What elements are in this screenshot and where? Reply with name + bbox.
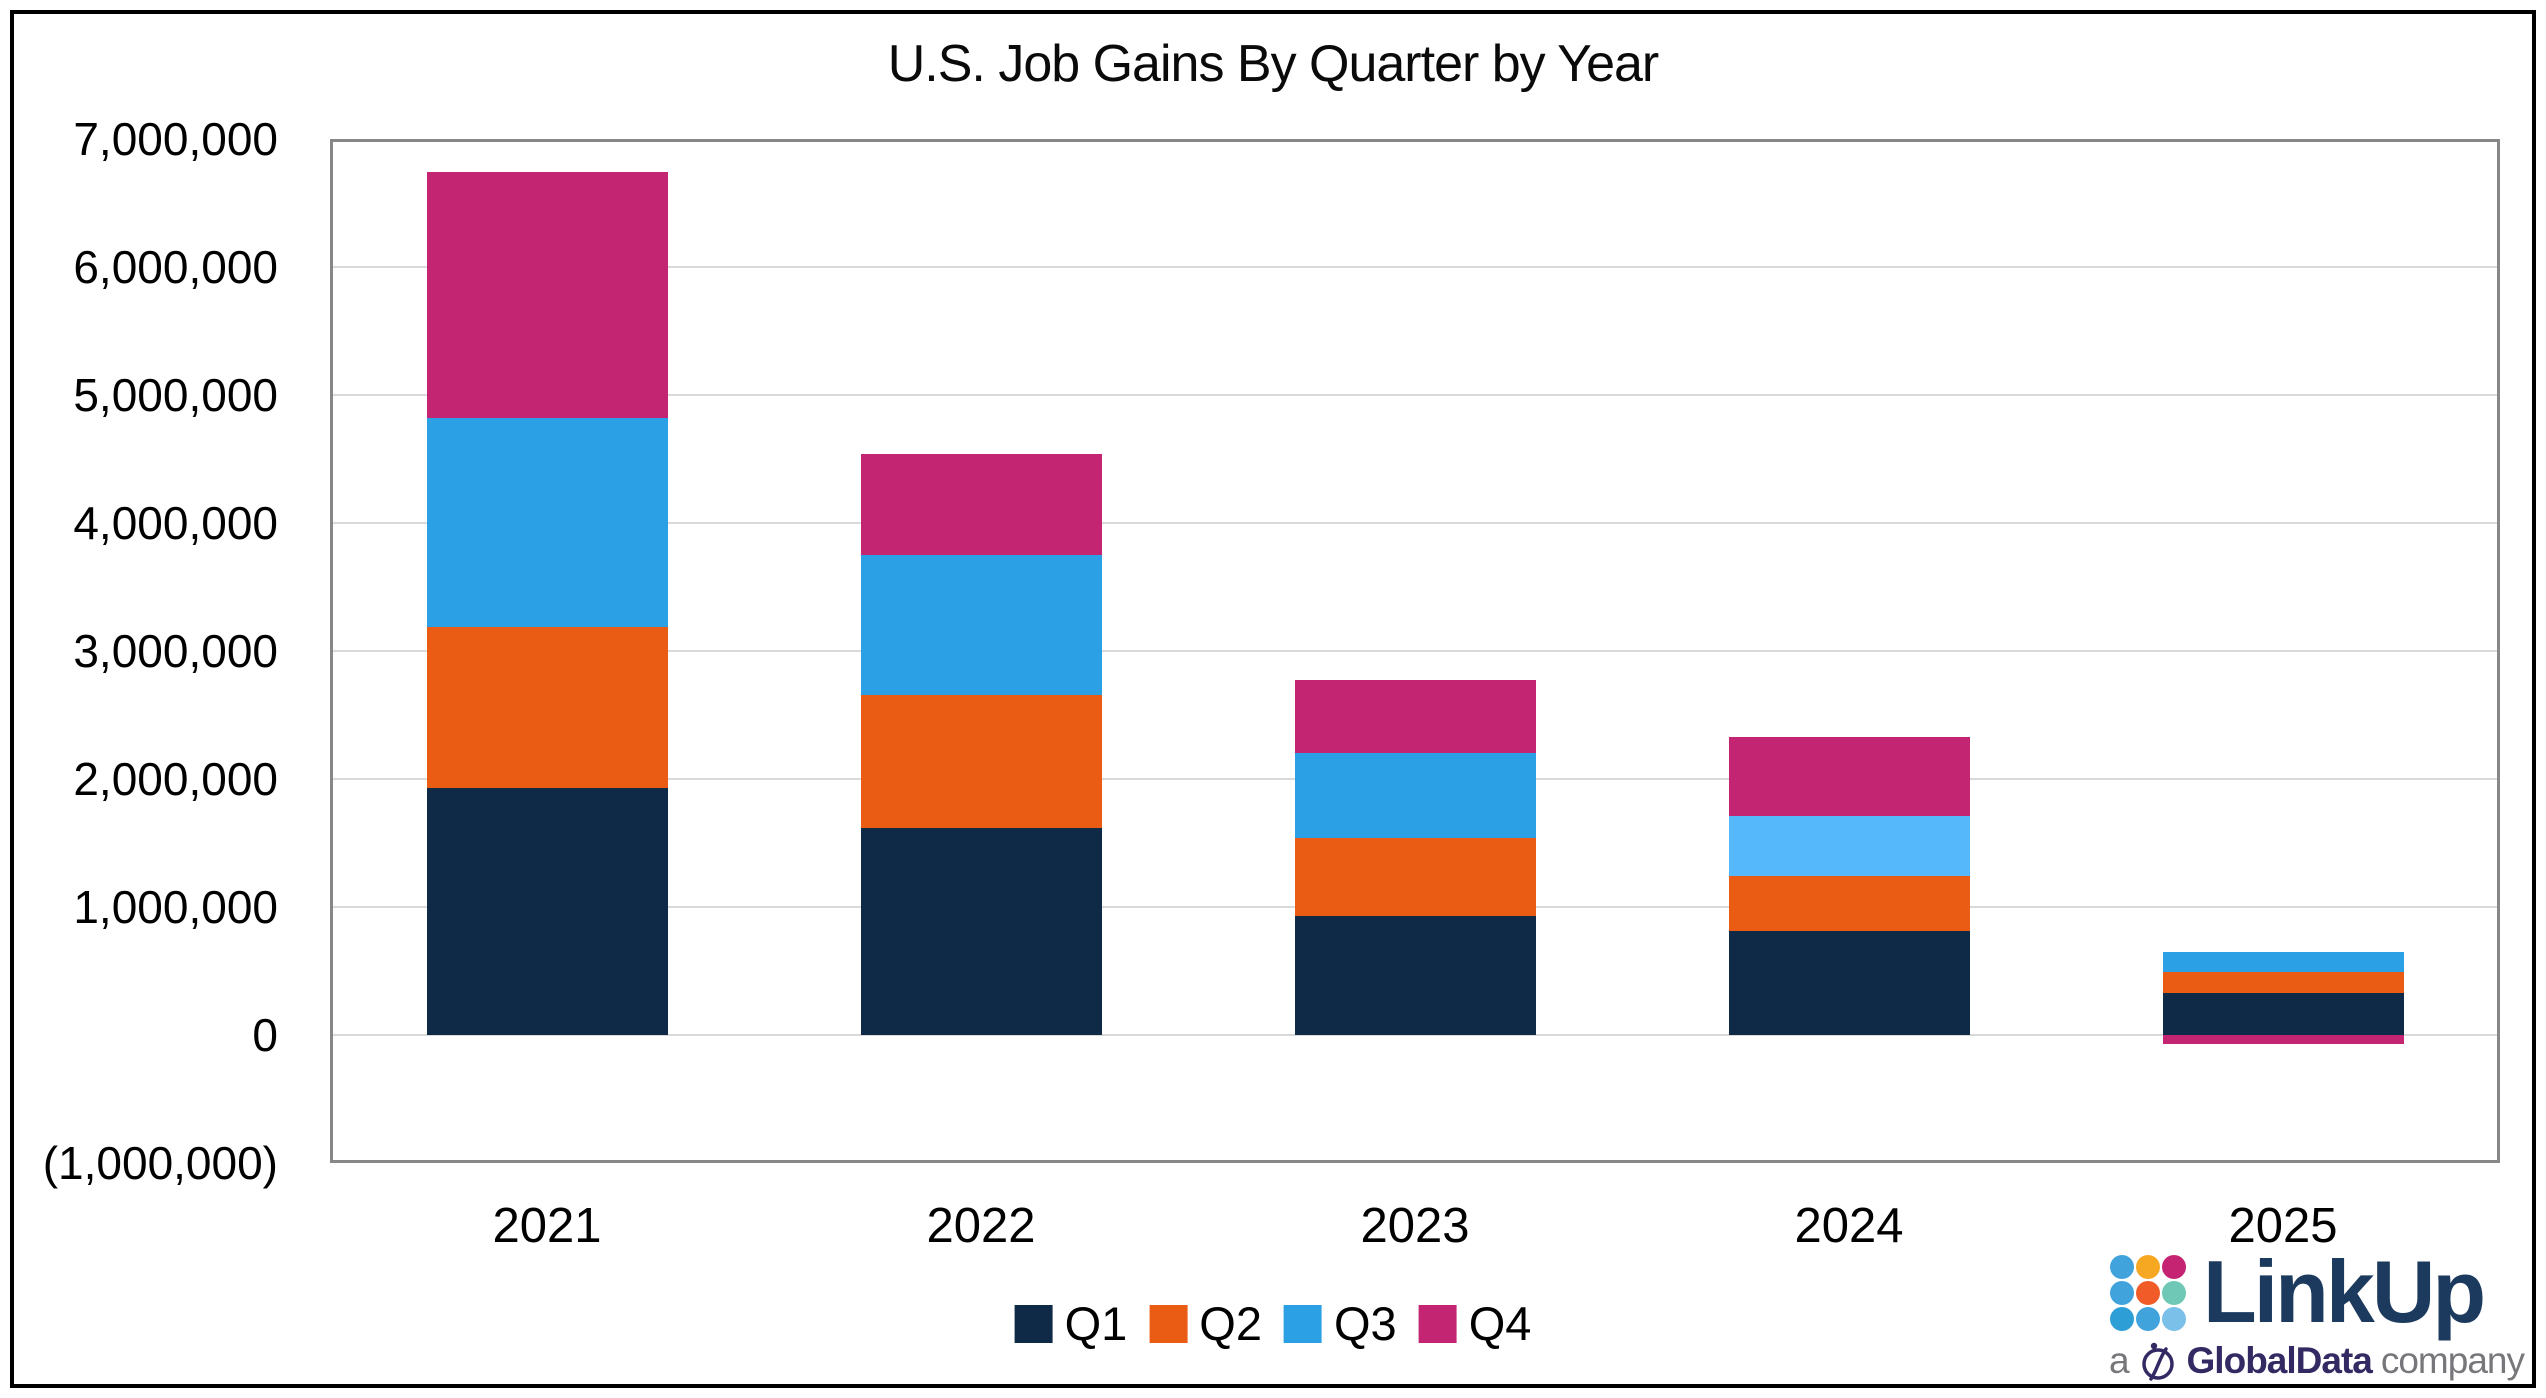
bar-segment-2022-Q4 [860, 453, 1102, 555]
legend-swatch-Q3 [1284, 1304, 1322, 1343]
legend-swatch-Q2 [1149, 1304, 1188, 1343]
logo-dot [2135, 1255, 2160, 1279]
legend-item-Q2: Q2 [1149, 1296, 1262, 1351]
legend: Q1 Q2 Q3 Q4 [1014, 1296, 1532, 1351]
chart-title: U.S. Job Gains By Quarter by Year [887, 35, 1660, 93]
logo-subline: a GlobalData company [2108, 1340, 2525, 1382]
bar-segment-2023-Q4 [1294, 680, 1536, 754]
linkup-logo: LinkUp a GlobalData company [2108, 1242, 2525, 1382]
logo-sub-suffix: company [2380, 1340, 2525, 1381]
y-tick-label: 3,000,000 [73, 625, 278, 677]
legend-label-Q4: Q4 [1468, 1297, 1532, 1350]
gridline-5,000,000 [330, 394, 2500, 396]
logo-dot [2109, 1307, 2134, 1331]
bar-segment-2023-Q1 [1294, 915, 1536, 1035]
y-tick-label: 7,000,000 [73, 113, 278, 165]
x-tick-label-2024: 2024 [1794, 1199, 1904, 1253]
bar-segment-2023-Q3 [1294, 753, 1536, 838]
logo-sub-company: GlobalData [2186, 1340, 2373, 1381]
legend-item-Q4: Q4 [1418, 1296, 1532, 1351]
bar-segment-2024-Q2 [1728, 876, 1970, 932]
linkup-dots-icon [2109, 1255, 2186, 1331]
gridline-4,000,000 [330, 522, 2500, 524]
x-tick-label-2021: 2021 [492, 1199, 602, 1253]
logo-top-row: LinkUp [2109, 1242, 2486, 1341]
bar-segment-2025-Q2 [2162, 972, 2404, 993]
bar-segment-2021-Q2 [426, 626, 668, 788]
y-tick-label: 0 [252, 1009, 278, 1061]
logo-sub-prefix: a [2108, 1340, 2130, 1381]
bar-segment-2025-Q4 [2162, 1035, 2404, 1044]
logo-dot [2161, 1281, 2186, 1305]
legend-swatch-Q4 [1418, 1304, 1457, 1343]
logo-dot [2109, 1281, 2134, 1305]
bar-segment-2021-Q1 [426, 787, 668, 1035]
bar-segment-2024-Q1 [1728, 931, 1970, 1035]
bar-segment-2025-Q3 [2162, 951, 2404, 973]
bar-segment-2021-Q3 [426, 418, 668, 627]
logo-dot [2135, 1281, 2160, 1305]
bar-segment-2022-Q1 [860, 827, 1102, 1035]
y-tick-label: 5,000,000 [73, 369, 278, 421]
x-tick-label-2022: 2022 [926, 1199, 1036, 1253]
y-tick-label: 4,000,000 [73, 497, 278, 549]
legend-label-Q3: Q3 [1334, 1297, 1397, 1350]
logo-dot [2109, 1255, 2134, 1279]
logo-dot [2161, 1255, 2186, 1279]
x-tick-label-2025: 2025 [2228, 1199, 2338, 1253]
legend-swatch-Q1 [1014, 1304, 1053, 1343]
gridline-3,000,000 [330, 650, 2500, 652]
bar-segment-2022-Q3 [860, 555, 1102, 695]
outer-border [10, 10, 2536, 1388]
logo-dot [2161, 1307, 2186, 1331]
legend-item-Q1: Q1 [1014, 1296, 1128, 1351]
bar-segment-2021-Q4 [426, 172, 668, 419]
gridline-6,000,000 [330, 266, 2500, 268]
y-tick-label: 6,000,000 [73, 241, 278, 293]
y-tick-label: 2,000,000 [73, 753, 278, 805]
bar-segment-2024-Q4 [1728, 736, 1970, 817]
y-tick-label: (1,000,000) [42, 1137, 278, 1189]
legend-item-Q3: Q3 [1284, 1296, 1397, 1351]
legend-label-Q2: Q2 [1199, 1297, 1262, 1350]
bar-segment-2024-Q3 [1728, 816, 1970, 877]
y-tick-label: 1,000,000 [73, 881, 278, 933]
bar-segment-2023-Q2 [1294, 837, 1536, 916]
x-tick-label-2023: 2023 [1360, 1199, 1470, 1253]
logo-dot [2135, 1307, 2160, 1331]
gridline-0 [330, 1034, 2500, 1036]
globaldata-icon [2141, 1342, 2174, 1381]
bar-segment-2022-Q2 [860, 694, 1102, 828]
bar-segment-2025-Q1 [2162, 992, 2404, 1035]
legend-label-Q1: Q1 [1064, 1297, 1128, 1350]
linkup-wordmark: LinkUp [2202, 1242, 2486, 1341]
